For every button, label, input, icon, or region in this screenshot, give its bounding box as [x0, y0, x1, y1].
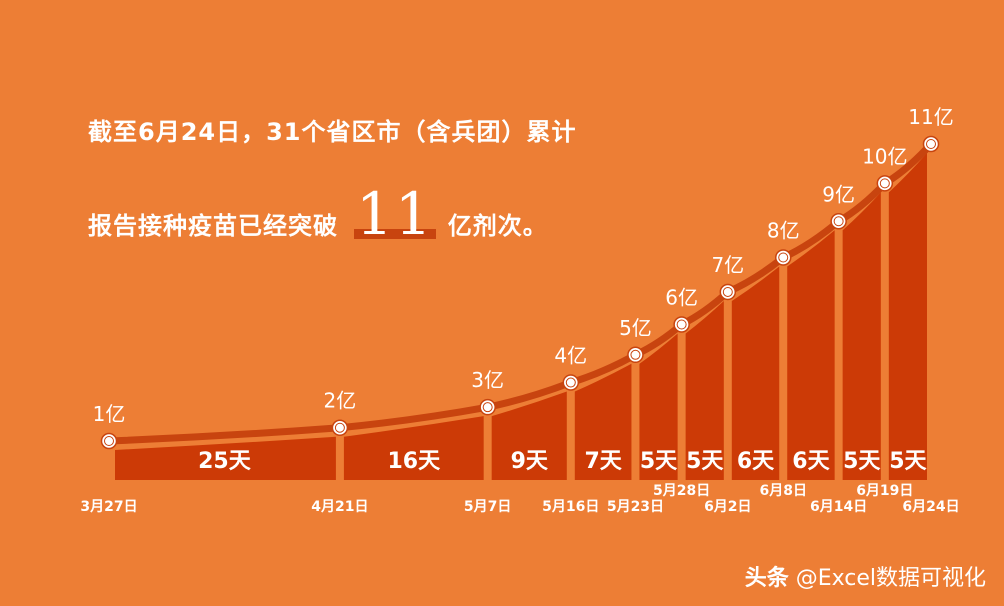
data-point-marker [627, 346, 644, 364]
x-tick-label: 6月14日 [810, 499, 867, 515]
data-label: 5亿 [619, 316, 652, 340]
data-point-marker [719, 283, 737, 301]
data-point-marker [562, 374, 580, 391]
area-segment [115, 436, 336, 480]
area-segment [888, 153, 927, 480]
interval-label: 5天 [889, 449, 927, 474]
x-tick-label: 6月2日 [704, 499, 751, 515]
data-point-marker-ring [565, 377, 576, 388]
interval-label: 5天 [686, 449, 724, 474]
data-label: 3亿 [471, 368, 504, 392]
data-point-marker-ring [833, 216, 844, 227]
x-tick-label: 5月7日 [464, 499, 511, 515]
x-tick-label: 6月24日 [902, 499, 959, 515]
interval-label: 6天 [737, 449, 775, 474]
interval-label: 16天 [387, 449, 441, 474]
watermark-source: 头条 [744, 566, 789, 591]
data-point-marker-ring [630, 349, 641, 360]
area-segment [639, 333, 678, 480]
data-label: 9亿 [822, 182, 855, 206]
data-label: 2亿 [324, 389, 357, 413]
interval-label: 6天 [792, 449, 830, 474]
data-label: 4亿 [554, 344, 587, 368]
headline-prefix: 报告接种疫苗已经突破 [88, 212, 338, 240]
x-tick-label: 6月19日 [856, 483, 913, 499]
data-point-marker [830, 213, 847, 230]
data-point-marker-ring [676, 319, 687, 330]
data-point-marker [331, 419, 349, 436]
interval-label: 7天 [584, 449, 622, 474]
area-segment [842, 192, 881, 480]
x-tick-label: 5月16日 [542, 499, 599, 515]
data-point-marker-ring [722, 286, 733, 297]
data-point-marker-ring [926, 139, 936, 149]
data-label: 7亿 [711, 253, 744, 277]
watermark-handle: @Excel数据可视化 [795, 566, 986, 591]
interval-label: 9天 [511, 449, 549, 474]
area-segment [685, 300, 724, 480]
data-point-marker-ring [879, 178, 890, 189]
highlight-number-wrap: 11 [354, 185, 436, 243]
headline-suffix: 亿剂次。 [447, 212, 548, 240]
data-label: 1亿 [93, 402, 126, 426]
area-segment [343, 416, 484, 480]
data-point-marker [479, 398, 496, 416]
data-label: 6亿 [665, 285, 698, 309]
x-tick-label: 5月28日 [653, 483, 710, 499]
x-tick-label: 5月23日 [607, 499, 664, 515]
interval-label: 5天 [640, 449, 678, 474]
x-tick-label: 4月21日 [311, 499, 368, 515]
data-point-marker [922, 135, 940, 153]
interval-label: 5天 [843, 449, 881, 474]
area-segment [574, 363, 632, 480]
data-point-marker [100, 432, 118, 450]
data-point-marker-ring [334, 422, 345, 433]
highlight-underline [354, 229, 436, 239]
watermark: 头条 @Excel数据可视化 [745, 560, 986, 592]
data-label: 11亿 [908, 105, 953, 129]
data-point-marker [673, 316, 690, 333]
data-point-marker-ring [104, 436, 114, 446]
headline-line-2: 报告接种疫苗已经突破 11 亿剂次。 [88, 185, 548, 243]
data-label: 10亿 [862, 144, 907, 168]
interval-label: 25天 [198, 449, 252, 474]
area-segment [787, 230, 835, 480]
area-segment [731, 266, 780, 480]
data-point-marker-ring [778, 252, 789, 263]
highlight-number: 11 [356, 180, 434, 248]
x-tick-label: 6月8日 [759, 483, 806, 499]
data-point-marker-ring [482, 402, 493, 413]
data-point-marker [774, 249, 792, 266]
x-tick-label: 3月27日 [80, 499, 137, 515]
data-point-marker [876, 175, 894, 192]
headline-line-1: 截至6月24日，31个省区市（含兵团）累计 [88, 118, 577, 146]
area-segment [491, 391, 567, 480]
data-label: 8亿 [767, 218, 800, 242]
